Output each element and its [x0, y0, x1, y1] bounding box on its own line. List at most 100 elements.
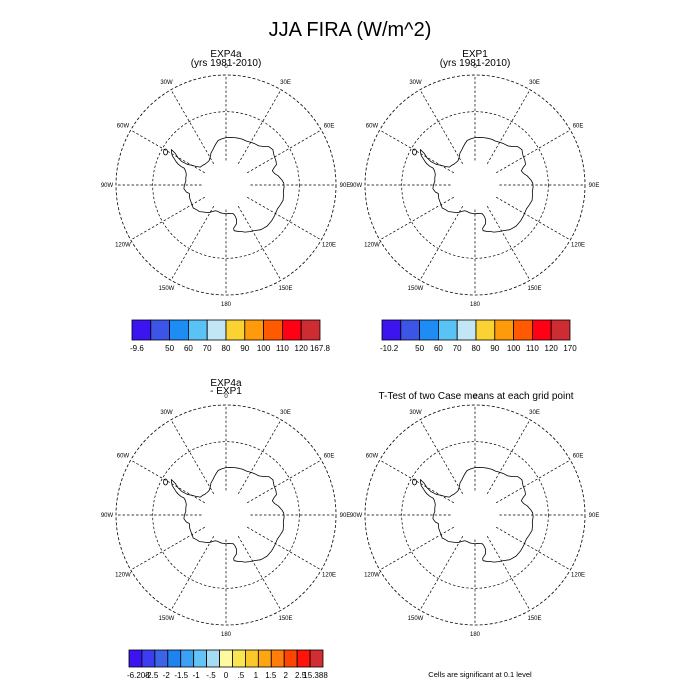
longitude-label: 150W [159, 616, 175, 622]
longitude-label: 90W [101, 513, 114, 519]
longitude-label: 90E [589, 183, 600, 189]
island-outline [412, 478, 417, 486]
meridian-line [246, 196, 322, 241]
meridian-line [130, 526, 206, 571]
meridian-line [486, 419, 531, 495]
meridian-line [170, 89, 215, 165]
longitude-label: 180 [470, 632, 481, 638]
map-boundary-circle [115, 404, 337, 626]
colorbar-label: 167.8 [310, 344, 331, 353]
meridian-line [486, 535, 531, 611]
colorbar-label: 110 [526, 344, 539, 353]
meridian-line [379, 526, 455, 571]
colorbar: -10.2 50 60 70 80 90 100 110 120 170 [380, 319, 577, 353]
antarctica-coastline [419, 137, 534, 233]
colorbar-swatch [244, 319, 265, 341]
colorbar-swatch [494, 319, 514, 341]
longitude-label: 120E [322, 573, 336, 579]
colorbar-swatch [232, 649, 246, 668]
colorbar-label: -9.6 [130, 344, 144, 353]
colorbar-swatch [283, 649, 298, 668]
longitude-label: 60E [324, 124, 335, 130]
antarctica-coastline [419, 467, 534, 563]
colorbar-label: -2.5 [144, 671, 158, 680]
antarctica-coastline [170, 467, 285, 563]
colorbar-label: -1.5 [174, 671, 188, 680]
colorbar-label: 2 [283, 671, 288, 680]
longitude-label: 180 [221, 302, 232, 308]
colorbar-swatch [381, 319, 402, 341]
latitude-circle [152, 111, 300, 259]
meridian-line [495, 526, 571, 571]
longitude-label: 150W [408, 286, 424, 292]
meridian-line [495, 459, 571, 504]
colorbar-swatch [475, 319, 496, 341]
map-boundary-circle [364, 404, 586, 626]
panel-exp1: EXP1 (yrs 1981-2010) 0 30E 60E 90E 120E 150E 1… [350, 49, 600, 353]
panel-title-line-1: T-Test of two Case means at each grid po… [378, 391, 573, 402]
meridian-line [237, 89, 282, 165]
panel-title-line-1: EXP4a [210, 378, 242, 389]
longitude-label: 60E [324, 454, 335, 460]
longitude-label: 90E [340, 513, 351, 519]
colorbar-label: 90 [240, 344, 249, 353]
longitude-label: 30W [409, 80, 422, 86]
colorbar-swatch [400, 319, 420, 341]
meridian-line [246, 526, 322, 571]
colorbar-label: 50 [415, 344, 424, 353]
meridian-line [495, 129, 571, 174]
map-boundary-circle [364, 74, 586, 296]
colorbar-swatch [532, 319, 552, 341]
longitude-label: 30E [529, 80, 540, 86]
longitude-label: 30E [529, 410, 540, 416]
meridian-line [246, 129, 322, 174]
longitude-label: 30E [280, 80, 291, 86]
island-outline [412, 148, 417, 156]
colorbar-label: -.5 [206, 671, 216, 680]
longitude-label: 150W [159, 286, 175, 292]
longitude-label: 90W [350, 183, 363, 189]
colorbar-label: 80 [222, 344, 231, 353]
colorbar-swatch [141, 649, 156, 668]
meridian-line [246, 459, 322, 504]
colorbar-swatch [513, 319, 533, 341]
colorbar-label: 90 [490, 344, 499, 353]
latitude-circle [401, 441, 549, 589]
colorbar-swatch [550, 319, 571, 341]
colorbar-swatch [281, 319, 302, 341]
colorbar-label: 60 [184, 344, 193, 353]
colorbar-swatch [309, 649, 324, 668]
colorbar-swatch [150, 319, 171, 341]
panel-title-line-2: - EXP1 [210, 386, 242, 397]
meridian-line [419, 535, 464, 611]
longitude-label: 150E [278, 616, 292, 622]
longitude-label: 150E [527, 286, 541, 292]
meridian-line [486, 89, 531, 165]
colorbar-label: -10.2 [380, 344, 399, 353]
colorbar-swatch [219, 649, 233, 668]
colorbar-label: 50 [165, 344, 174, 353]
polar-map: 0 30E 60E 90E 120E 150E 180 150W 120W 90W 60W 30W [350, 394, 600, 638]
colorbar-swatch [300, 319, 321, 341]
colorbar-swatch [456, 319, 477, 341]
longitude-label: 180 [470, 302, 481, 308]
colorbar-swatch [206, 649, 220, 668]
colorbar-swatch [225, 319, 246, 341]
polar-map: 0 30E 60E 90E 120E 150E 180 150W 120W 90W 60W 30W [101, 64, 351, 308]
longitude-label: 60E [573, 454, 584, 460]
meridian-line [170, 419, 215, 495]
colorbar-label: 70 [203, 344, 212, 353]
longitude-label: 150W [408, 616, 424, 622]
longitude-label: 120W [115, 243, 131, 249]
meridian-line [170, 205, 215, 281]
longitude-label: 120W [364, 573, 380, 579]
meridian-line [237, 205, 282, 281]
panel-title-line-1: EXP4a [210, 49, 242, 60]
colorbar-label: 120 [295, 344, 309, 353]
colorbar-swatch [193, 649, 208, 668]
polar-map: 0 30E 60E 90E 120E 150E 180 150W 120W 90W 60W 30W [350, 64, 600, 308]
longitude-label: 30W [160, 410, 173, 416]
colorbar-label: -2 [163, 671, 171, 680]
longitude-label: 60W [366, 454, 379, 460]
longitude-label: 90E [340, 183, 351, 189]
